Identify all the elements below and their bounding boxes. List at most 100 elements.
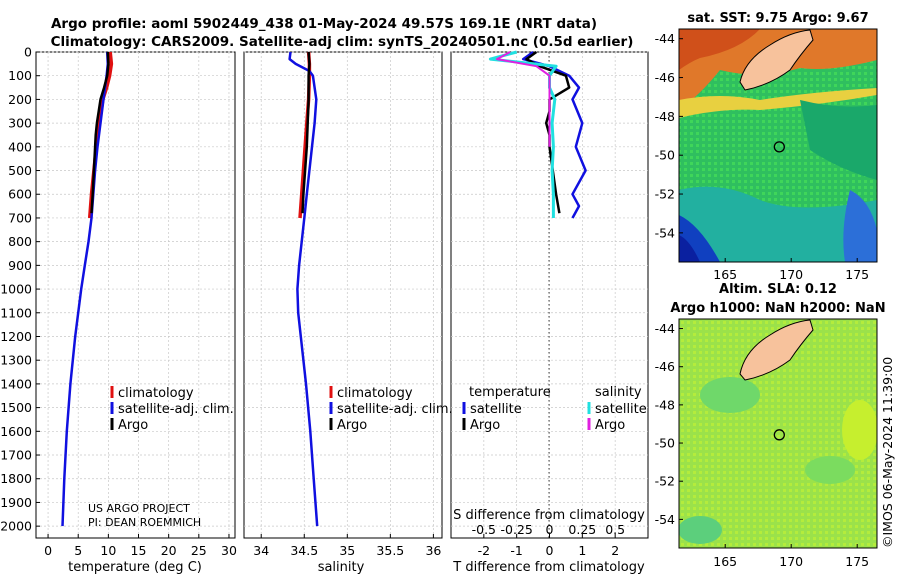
x-tick-label: 0 [546, 543, 554, 558]
s-diff-tick-label: 0 [546, 522, 554, 537]
legend-argo: Argo [118, 418, 148, 433]
y-tick-label: 1500 [0, 400, 32, 415]
y-tick-label: 300 [8, 116, 32, 131]
map-x-tick-label: 175 [845, 267, 869, 282]
credit-text: US ARGO PROJECT [88, 502, 190, 515]
map-y-tick-label: -50 [655, 148, 675, 163]
s-diff-tick-label: 0.25 [568, 522, 596, 537]
map-y-tick-label: -52 [655, 474, 675, 489]
sst-cold-band [679, 186, 877, 262]
salinity-x-label: salinity [318, 560, 365, 575]
sla-low-2 [805, 456, 855, 484]
sst-deep-cold [679, 235, 700, 262]
x-tick-label: 35.5 [376, 543, 404, 558]
sla-land [739, 319, 814, 381]
legend-t-argo: Argo [470, 418, 500, 433]
salinity-x-ticks: 34 34.5 35 35.5 36 [253, 534, 441, 558]
salinity-grid [244, 51, 442, 538]
sla-argo-marker [773, 429, 785, 441]
map-x-tick-label: 170 [779, 554, 803, 569]
x-tick-label: 5 [74, 543, 82, 558]
legend-climatology: climatology [337, 386, 413, 401]
x-tick-label: 0 [44, 543, 52, 558]
map-x-tick-label: 165 [713, 267, 737, 282]
difference-panel: -2 -1 0 1 2 -0.5 -0.25 0 0.25 0.5 S difference f… [450, 50, 649, 575]
sst-cool-region [800, 100, 877, 180]
x-tick-label: 25 [191, 543, 207, 558]
map-y-tick-label: -54 [655, 225, 675, 240]
pi-text: PI: DEAN ROEMMICH [88, 516, 201, 529]
y-tick-label: 0 [24, 45, 32, 60]
y-tick-label: 2000 [0, 519, 32, 534]
map-y-tick-label: -54 [655, 512, 675, 527]
y-tick-label: 900 [8, 258, 32, 273]
y-tick-label: 1200 [0, 329, 32, 344]
y-tick-label: 200 [8, 92, 32, 107]
x-tick-label: 1 [578, 543, 586, 558]
salinity-lines [288, 51, 319, 527]
x-tick-label: 20 [161, 543, 177, 558]
sst-hot-region [679, 29, 760, 70]
s-diff-tick-label: 0.5 [605, 522, 625, 537]
legend-satellite: satellite-adj. clim. [337, 402, 453, 417]
map-x-tick-label: 170 [779, 267, 803, 282]
temperature-panel: 0 5 10 15 20 25 30 0 100 200 300 400 500 600 700 800 90… [0, 45, 237, 576]
y-tick-label: 1900 [0, 495, 32, 510]
series-line-s-satellite [488, 50, 558, 218]
series-line-s-argo [496, 51, 551, 147]
map-y-tick-label: -48 [655, 397, 675, 412]
map-y-tick-label: -44 [655, 31, 675, 46]
s-difference-label: S difference from climatology [453, 508, 645, 523]
sla-y-ticks: -44 -46 -48 -50 -52 -54 [655, 321, 683, 527]
map-y-tick-label: -44 [655, 321, 675, 336]
y-tick-label: 1000 [0, 282, 32, 297]
sla-low-1 [700, 377, 760, 413]
sst-map-frame [678, 28, 878, 263]
map-x-tick-label: 165 [713, 554, 737, 569]
temperature-x-label: temperature (deg C) [68, 560, 202, 575]
s-diff-tick-label: -0.25 [500, 522, 532, 537]
y-tick-label: 400 [8, 139, 32, 154]
y-tick-label: 1400 [0, 376, 32, 391]
legend-satellite: satellite-adj. clim. [118, 402, 234, 417]
x-tick-label: 34.5 [290, 543, 318, 558]
series-line-argo [90, 51, 110, 214]
sst-y-ticks: -44 -46 -48 -50 -52 -54 [655, 31, 683, 240]
map-y-tick-label: -52 [655, 187, 675, 202]
imos-watermark: ©IMOS 06-May-2024 11:39:00 [880, 357, 895, 548]
map-x-tick-label: 175 [845, 554, 869, 569]
sla-map-title: Altim. SLA: 0.12 [719, 282, 837, 297]
map-y-tick-label: -48 [655, 109, 675, 124]
sst-front-band [679, 88, 877, 118]
legend-s-argo: Argo [595, 418, 625, 433]
sst-east-cold [843, 190, 877, 262]
y-tick-label: 700 [8, 210, 32, 225]
map-y-tick-label: -50 [655, 436, 675, 451]
temperature-lines [61, 51, 114, 527]
sla-map: Altim. SLA: 0.12 Argo h1000: NaN h2000: … [655, 282, 886, 569]
x-tick-label: 34 [253, 543, 269, 558]
y-tick-label: 500 [8, 163, 32, 178]
temperature-legend: climatology satellite-adj. clim. Argo [110, 386, 234, 433]
sla-high-1 [842, 400, 877, 460]
x-tick-label: 2 [611, 543, 619, 558]
temperature-plot-frame [35, 51, 236, 539]
legend-t-satellite: satellite [470, 402, 522, 417]
x-tick-label: 35 [339, 543, 355, 558]
salinity-plot-frame [243, 51, 443, 539]
temperature-x-ticks: 0 5 10 15 20 25 30 [44, 534, 237, 558]
sst-map: sat. SST: 9.75 Argo: 9.67 165 170 175 -44-… [655, 11, 878, 282]
series-line-argo [301, 51, 311, 214]
x-tick-label: -2 [478, 543, 490, 558]
x-tick-label: 10 [100, 543, 116, 558]
x-tick-label: 30 [221, 543, 237, 558]
s-diff-tick-label: -0.5 [472, 522, 496, 537]
y-tick-label: 1600 [0, 424, 32, 439]
sla-x-ticks: 165 170 175 [713, 544, 869, 569]
y-tick-label: 800 [8, 234, 32, 249]
series-line-satellite-adj-clim- [288, 51, 319, 527]
difference-lines [488, 50, 587, 219]
salinity-legend: climatology satellite-adj. clim. Argo [329, 386, 453, 433]
y-tick-label: 1800 [0, 471, 32, 486]
